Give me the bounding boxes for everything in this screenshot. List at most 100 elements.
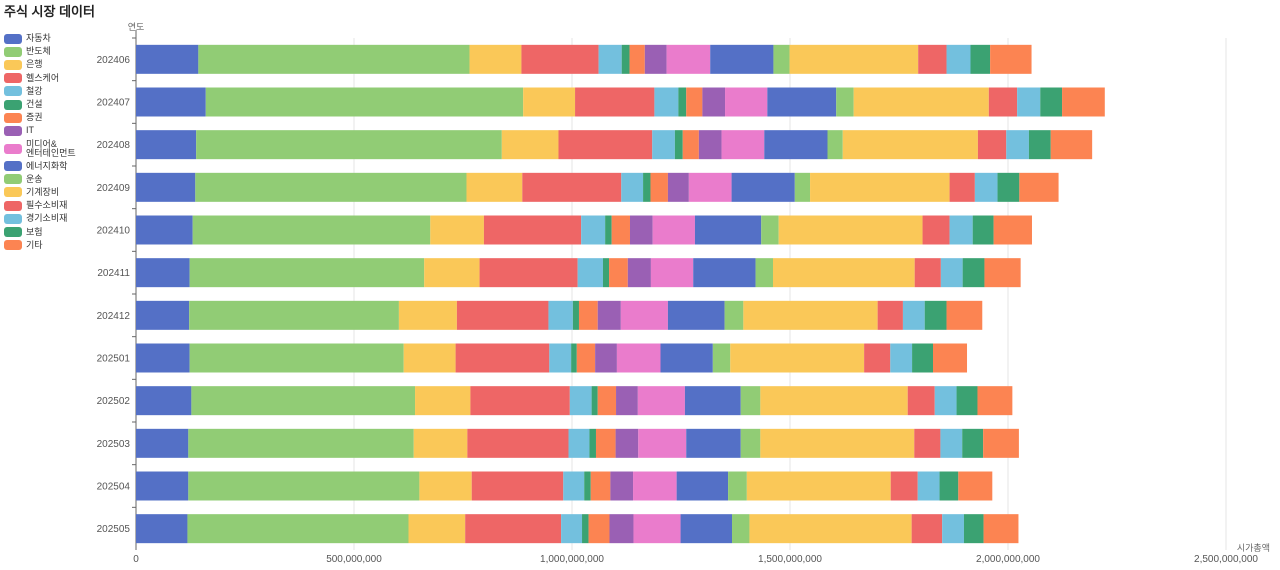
bar-segment[interactable] (652, 130, 675, 160)
bar-segment[interactable] (424, 258, 480, 288)
bar-segment[interactable] (198, 44, 470, 74)
bar-segment[interactable] (548, 300, 573, 330)
bar-segment[interactable] (136, 386, 192, 416)
bar-segment[interactable] (853, 87, 989, 117)
bar-segment[interactable] (940, 258, 963, 288)
bar-segment[interactable] (136, 44, 199, 74)
bar-segment[interactable] (983, 428, 1019, 458)
bar-segment[interactable] (572, 300, 579, 330)
legend-item[interactable]: 운송 (4, 173, 76, 186)
bar-segment[interactable] (794, 172, 811, 202)
bar-segment[interactable] (743, 300, 878, 330)
legend-item[interactable]: 자동차 (4, 32, 76, 45)
bar-segment[interactable] (558, 130, 653, 160)
bar-segment[interactable] (917, 471, 940, 501)
bar-segment[interactable] (740, 428, 761, 458)
bar-segment[interactable] (598, 44, 622, 74)
bar-segment[interactable] (666, 44, 711, 74)
bar-segment[interactable] (188, 428, 414, 458)
bar-segment[interactable] (465, 514, 562, 544)
bar-segment[interactable] (188, 471, 420, 501)
bar-segment[interactable] (778, 215, 923, 245)
bar-segment[interactable] (827, 130, 843, 160)
bar-segment[interactable] (578, 300, 598, 330)
legend-item[interactable]: 에너지화학 (4, 160, 76, 173)
bar-segment[interactable] (483, 215, 582, 245)
bar-segment[interactable] (136, 215, 193, 245)
bar-segment[interactable] (419, 471, 472, 501)
bar-segment[interactable] (413, 428, 468, 458)
bar-segment[interactable] (523, 87, 576, 117)
bar-segment[interactable] (521, 44, 599, 74)
bar-segment[interactable] (609, 258, 628, 288)
bar-segment[interactable] (864, 343, 891, 373)
bar-segment[interactable] (576, 343, 596, 373)
bar-segment[interactable] (577, 258, 603, 288)
bar-segment[interactable] (728, 471, 747, 501)
bar-segment[interactable] (136, 172, 196, 202)
bar-segment[interactable] (196, 130, 502, 160)
bar-segment[interactable] (467, 428, 569, 458)
bar-segment[interactable] (761, 215, 779, 245)
bar-segment[interactable] (764, 130, 828, 160)
bar-segment[interactable] (984, 258, 1021, 288)
legend-item[interactable]: 증권 (4, 111, 76, 124)
bar-segment[interactable] (584, 471, 591, 501)
bar-segment[interactable] (877, 300, 903, 330)
bar-segment[interactable] (455, 343, 550, 373)
bar-segment[interactable] (940, 428, 963, 458)
bar-segment[interactable] (974, 172, 998, 202)
bar-segment[interactable] (1017, 87, 1041, 117)
bar-segment[interactable] (650, 258, 694, 288)
bar-segment[interactable] (479, 258, 578, 288)
bar-segment[interactable] (958, 471, 993, 501)
bar-segment[interactable] (616, 343, 661, 373)
bar-segment[interactable] (633, 514, 681, 544)
bar-segment[interactable] (136, 514, 188, 544)
bar-segment[interactable] (749, 514, 912, 544)
bar-segment[interactable] (569, 386, 592, 416)
bar-segment[interactable] (595, 343, 617, 373)
bar-segment[interactable] (660, 343, 713, 373)
bar-segment[interactable] (189, 343, 404, 373)
bar-segment[interactable] (977, 386, 1013, 416)
bar-segment[interactable] (610, 471, 634, 501)
bar-segment[interactable] (767, 87, 837, 117)
bar-segment[interactable] (914, 258, 941, 288)
bar-segment[interactable] (1050, 130, 1093, 160)
bar-segment[interactable] (760, 386, 908, 416)
bar-segment[interactable] (686, 428, 741, 458)
bar-segment[interactable] (568, 428, 590, 458)
bar-segment[interactable] (189, 300, 399, 330)
bar-segment[interactable] (590, 471, 611, 501)
bar-segment[interactable] (191, 386, 416, 416)
bar-segment[interactable] (686, 87, 703, 117)
bar-segment[interactable] (581, 215, 606, 245)
bar-segment[interactable] (629, 215, 653, 245)
bar-segment[interactable] (563, 471, 585, 501)
bar-segment[interactable] (638, 428, 687, 458)
bar-segment[interactable] (582, 514, 589, 544)
bar-segment[interactable] (674, 130, 683, 160)
bar-segment[interactable] (571, 343, 577, 373)
legend-item[interactable]: 미디어& 엔터테인먼트 (4, 138, 76, 160)
bar-segment[interactable] (678, 87, 687, 117)
bar-segment[interactable] (654, 87, 679, 117)
legend-item[interactable]: 은행 (4, 58, 76, 71)
bar-segment[interactable] (684, 386, 741, 416)
bar-segment[interactable] (772, 258, 915, 288)
bar-segment[interactable] (962, 258, 985, 288)
bar-segment[interactable] (694, 215, 762, 245)
bar-segment[interactable] (688, 172, 732, 202)
bar-segment[interactable] (939, 471, 959, 501)
bar-segment[interactable] (702, 87, 726, 117)
bar-segment[interactable] (933, 343, 968, 373)
bar-segment[interactable] (408, 514, 466, 544)
bar-segment[interactable] (949, 172, 975, 202)
bar-segment[interactable] (682, 130, 699, 160)
legend-item[interactable]: IT (4, 124, 76, 137)
bar-segment[interactable] (597, 386, 617, 416)
bar-segment[interactable] (789, 44, 919, 74)
bar-segment[interactable] (836, 87, 854, 117)
bar-segment[interactable] (189, 258, 425, 288)
